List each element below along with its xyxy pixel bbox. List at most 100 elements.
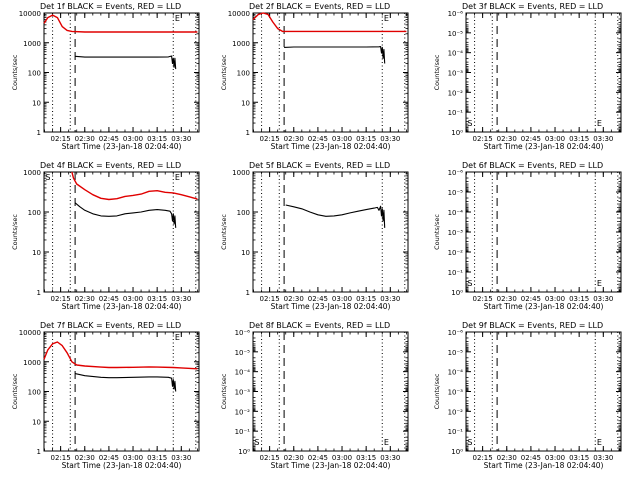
x-tick-label: 02:45 (99, 135, 119, 143)
y-tick-label: 10 (32, 418, 41, 426)
plot-frame (43, 171, 200, 293)
chart-panel-4: Det 4f BLACK = Events, RED = LLD 1 10 100 10… (11, 161, 200, 311)
y-tick-label: 10⁻⁶ (448, 10, 464, 18)
x-tick-label: 03:30 (593, 135, 613, 143)
chart-title: Det 6f BLACK = Events, RED = LLD (462, 161, 603, 170)
y-tick-label: 10⁰ (451, 289, 463, 297)
annotation-e: E (175, 333, 180, 342)
y-tick-label: 10⁻³ (448, 389, 464, 397)
y-tick-label: 10000 (228, 10, 250, 18)
x-axis-label: Start Time (23-Jan-18 02:04:40) (62, 142, 182, 151)
x-tick-label: 02:15 (51, 454, 71, 462)
y-axis-label: Counts/sec (11, 373, 19, 409)
x-tick-label: 02:45 (521, 454, 541, 462)
y-tick-label: 10⁰ (238, 448, 250, 456)
x-tick-label: 02:30 (284, 295, 304, 303)
annotation-s: S (467, 119, 472, 128)
chart-panel-1: Det 1f BLACK = Events, RED = LLD 1 10 100 10… (11, 2, 200, 151)
y-tick-label: 100 (28, 389, 41, 397)
y-axis-label: Counts/sec (220, 54, 228, 90)
x-tick-label: 03:30 (380, 135, 400, 143)
chart-panel-9: Det 9f BLACK = Events, RED = LLD 10⁰ 10⁻¹ 1… (433, 321, 622, 470)
chart-title: Det 3f BLACK = Events, RED = LLD (462, 2, 603, 11)
y-tick-label: 1000 (232, 169, 250, 177)
x-tick-label: 02:15 (51, 295, 71, 303)
x-axis-label: Start Time (23-Jan-18 02:04:40) (271, 142, 391, 151)
events-series-line (74, 202, 177, 228)
y-tick-label: 10⁻² (448, 408, 464, 416)
plot-frame (252, 171, 409, 293)
annotation-e: E (597, 438, 602, 447)
lld-series-line (252, 12, 407, 33)
x-tick-label: 02:30 (497, 454, 517, 462)
y-tick-label: 10⁻⁴ (448, 209, 464, 217)
y-tick-label: 10⁻² (448, 249, 464, 257)
x-tick-label: 03:00 (123, 295, 143, 303)
y-tick-label: 10⁻³ (448, 70, 464, 78)
x-axis-label: Start Time (23-Jan-18 02:04:40) (271, 302, 391, 311)
x-tick-label: 03:15 (147, 295, 167, 303)
x-tick-label: 02:30 (284, 454, 304, 462)
x-tick-label: 02:30 (284, 135, 304, 143)
annotation-e: E (175, 14, 180, 23)
x-tick-label: 03:30 (593, 295, 613, 303)
annotation-s: S (467, 279, 472, 288)
y-tick-label: 1000 (23, 169, 41, 177)
y-axis-label: Counts/sec (433, 54, 441, 90)
x-tick-label: 03:15 (356, 295, 376, 303)
x-tick-label: 03:15 (147, 135, 167, 143)
chart-panel-7: Det 7f BLACK = Events, RED = LLD 1 10 100 10… (11, 321, 200, 470)
x-tick-label: 02:15 (260, 454, 280, 462)
chart-title: Det 7f BLACK = Events, RED = LLD (40, 321, 181, 330)
events-series-line (284, 45, 386, 64)
y-tick-label: 10⁰ (451, 448, 463, 456)
annotation-e: E (384, 14, 389, 23)
x-tick-label: 02:15 (260, 295, 280, 303)
y-tick-label: 10⁻⁶ (448, 169, 464, 177)
lld-series-line (71, 171, 198, 201)
x-tick-label: 03:00 (332, 454, 352, 462)
y-tick-label: 10⁻² (235, 408, 251, 416)
y-tick-label: 10⁻⁵ (448, 30, 464, 38)
x-tick-label: 03:30 (380, 454, 400, 462)
x-axis-label: Start Time (23-Jan-18 02:04:40) (484, 302, 604, 311)
annotation-s: S (45, 173, 50, 182)
x-tick-label: 02:45 (521, 295, 541, 303)
x-tick-label: 02:45 (308, 295, 328, 303)
y-tick-label: 10⁻³ (235, 389, 251, 397)
annotation-s: S (254, 438, 259, 447)
x-tick-label: 02:30 (497, 295, 517, 303)
x-tick-label: 02:15 (473, 135, 493, 143)
x-tick-label: 02:15 (260, 135, 280, 143)
x-tick-label: 02:30 (75, 135, 95, 143)
x-tick-label: 03:15 (356, 454, 376, 462)
x-tick-label: 02:45 (521, 135, 541, 143)
y-tick-label: 1 (37, 289, 41, 297)
x-tick-label: 03:15 (147, 454, 167, 462)
plot-frame (465, 171, 622, 293)
y-tick-label: 10000 (19, 10, 41, 18)
y-tick-label: 10⁻⁵ (448, 349, 464, 357)
x-tick-label: 03:00 (332, 135, 352, 143)
x-tick-label: 03:00 (123, 454, 143, 462)
y-tick-label: 10⁻¹ (448, 109, 464, 117)
annotation-s: S (467, 438, 472, 447)
y-tick-label: 1000 (23, 359, 41, 367)
x-tick-label: 02:45 (99, 295, 119, 303)
events-series-line (74, 373, 177, 392)
y-tick-label: 10⁻¹ (448, 269, 464, 277)
lld-series-line (43, 341, 198, 370)
y-tick-label: 10⁻² (448, 89, 464, 97)
y-tick-label: 10⁻⁴ (448, 369, 464, 377)
x-tick-label: 03:00 (545, 454, 565, 462)
y-tick-label: 100 (237, 209, 250, 217)
plot-frame (43, 331, 200, 452)
x-tick-label: 03:00 (545, 295, 565, 303)
x-tick-label: 02:15 (473, 295, 493, 303)
x-tick-label: 03:30 (380, 295, 400, 303)
chart-panel-8: Det 8f BLACK = Events, RED = LLD 10⁰ 10⁻¹ 1… (220, 321, 409, 470)
annotation-e: E (597, 119, 602, 128)
chart-panel-5: Det 5f BLACK = Events, RED = LLD 1 10 100 10… (220, 161, 409, 311)
y-tick-label: 10⁻¹ (448, 428, 464, 436)
